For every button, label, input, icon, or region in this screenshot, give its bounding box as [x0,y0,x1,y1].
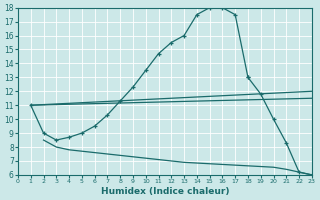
X-axis label: Humidex (Indice chaleur): Humidex (Indice chaleur) [101,187,229,196]
